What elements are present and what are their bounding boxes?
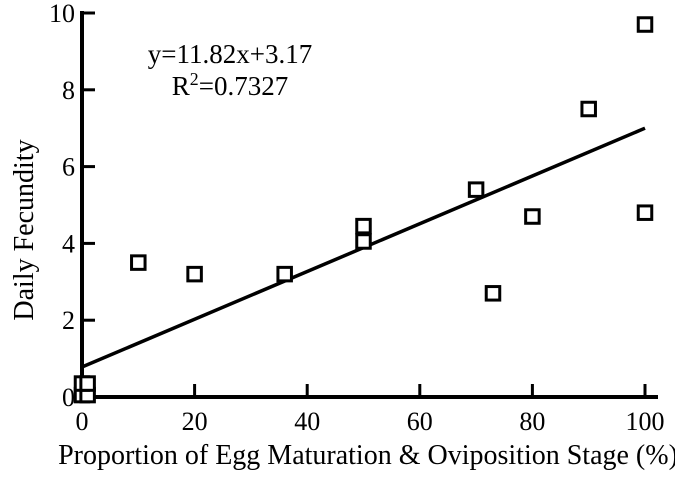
- regression-annotation: y=11.82x+3.17 R2=0.7327: [148, 38, 312, 102]
- x-tick-label: 60: [407, 407, 433, 436]
- x-tick-label: 0: [76, 407, 89, 436]
- y-tick-label: 6: [62, 153, 75, 182]
- data-point-marker: [484, 285, 502, 302]
- data-point-marker: [580, 100, 597, 118]
- regression-equation: y=11.82x+3.17: [147, 39, 313, 69]
- y-tick-label: 0: [62, 383, 75, 412]
- y-tick-label: 2: [62, 306, 75, 335]
- data-point-marker: [79, 375, 96, 392]
- data-point-marker: [636, 16, 654, 33]
- r-squared-superscript: 2: [189, 69, 199, 89]
- x-tick-label: 40: [294, 407, 320, 436]
- data-point-marker: [467, 181, 485, 198]
- data-point-marker: [355, 217, 372, 235]
- y-tick-label: 8: [62, 76, 75, 105]
- y-tick-label: 10: [49, 0, 75, 28]
- x-axis-title: Proportion of Egg Maturation & Ovipositi…: [58, 440, 675, 471]
- x-tick-label: 80: [519, 407, 545, 436]
- y-tick-label: 4: [62, 229, 75, 258]
- data-point-marker: [355, 233, 372, 250]
- data-point-marker: [524, 208, 541, 225]
- x-tick-label: 20: [182, 407, 208, 436]
- data-point-marker: [130, 254, 147, 271]
- y-axis-title: Daily Fecundity: [9, 139, 40, 321]
- r-squared-value: R2=0.7327: [171, 69, 289, 101]
- data-point-marker: [276, 265, 293, 283]
- data-point-marker: [186, 265, 203, 283]
- x-tick-label: 100: [626, 407, 665, 436]
- data-point-marker: [636, 204, 654, 221]
